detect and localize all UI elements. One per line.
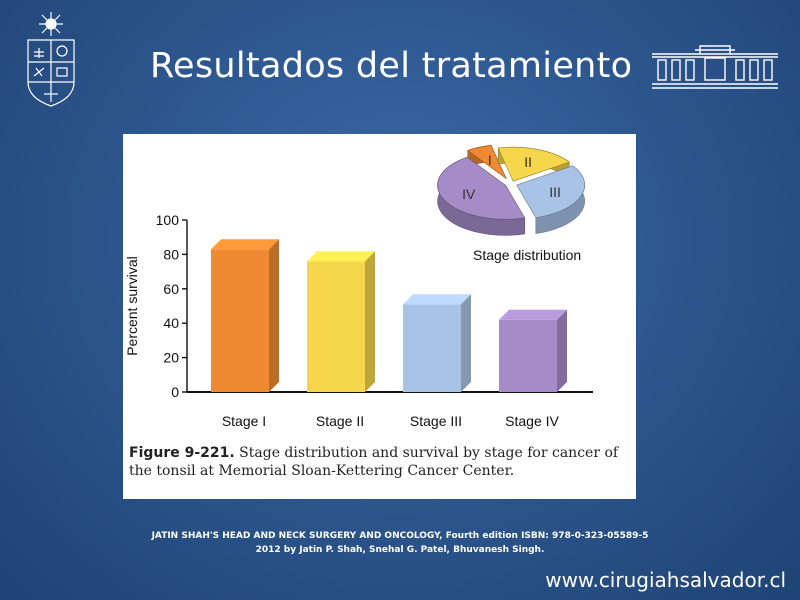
y-tick-label: 80: [163, 246, 179, 262]
citation-line-1: JATIN SHAH'S HEAD AND NECK SURGERY AND O…: [151, 531, 649, 541]
pie-title: Stage distribution: [473, 247, 581, 263]
y-tick-label: 0: [171, 384, 179, 400]
slide-title: Resultados del tratamiento: [150, 46, 633, 86]
y-tick-label: 60: [163, 281, 179, 297]
survival-chart: 0 20 40 60 80 100 Percent survival Stage I Stage…: [124, 145, 593, 429]
website-url: www.cirugiahsalvador.cl: [545, 568, 786, 592]
bar-side-2: [365, 251, 375, 392]
figure-panel: 0 20 40 60 80 100 Percent survival Stage I Stage…: [123, 134, 636, 499]
pie-slice-label: IV: [462, 186, 476, 202]
figure-label: Figure 9-221.: [129, 445, 235, 461]
pie-slice-label: I: [488, 152, 492, 168]
y-tick-label: 40: [163, 315, 179, 331]
book-citation: JATIN SHAH'S HEAD AND NECK SURGERY AND O…: [0, 529, 800, 557]
pie-slice-4: [437, 156, 526, 220]
building-logo: [652, 45, 778, 89]
bar-front-2: [307, 261, 365, 392]
bar-front-3: [403, 304, 461, 392]
y-axis-title: Percent survival: [124, 256, 140, 356]
sun-icon: [39, 12, 63, 36]
y-tick-label: 100: [156, 212, 180, 228]
pie-slice-3: [516, 165, 585, 218]
bar-side-4: [557, 309, 567, 392]
bar-top-4: [499, 309, 567, 320]
category-label: Stage I: [222, 413, 266, 429]
pie-slice-label: III: [549, 184, 561, 200]
figure-caption: Figure 9-221. Stage distribution and sur…: [129, 444, 634, 480]
bar-top-1: [211, 239, 279, 250]
category-label: Stage IV: [505, 413, 559, 429]
bar-side-3: [461, 294, 471, 392]
figure-caption-text: Stage distribution and survival by stage…: [129, 445, 619, 479]
bar-front-4: [499, 319, 557, 392]
pie-slice-2: [497, 146, 570, 182]
category-label: Stage III: [410, 413, 462, 429]
bar-top-3: [403, 294, 471, 305]
y-tick-label: 20: [163, 350, 179, 366]
pie-slice-label: II: [524, 154, 532, 170]
bar-top-2: [307, 251, 375, 262]
bar-side-1: [269, 239, 279, 392]
pie-slice-1: [467, 145, 507, 180]
university-crest-logo: [27, 12, 75, 107]
category-label: Stage II: [316, 413, 364, 429]
bar-front-1: [211, 249, 269, 392]
citation-line-2: 2012 by Jatin P. Shah, Snehal G. Patel, …: [255, 545, 545, 555]
